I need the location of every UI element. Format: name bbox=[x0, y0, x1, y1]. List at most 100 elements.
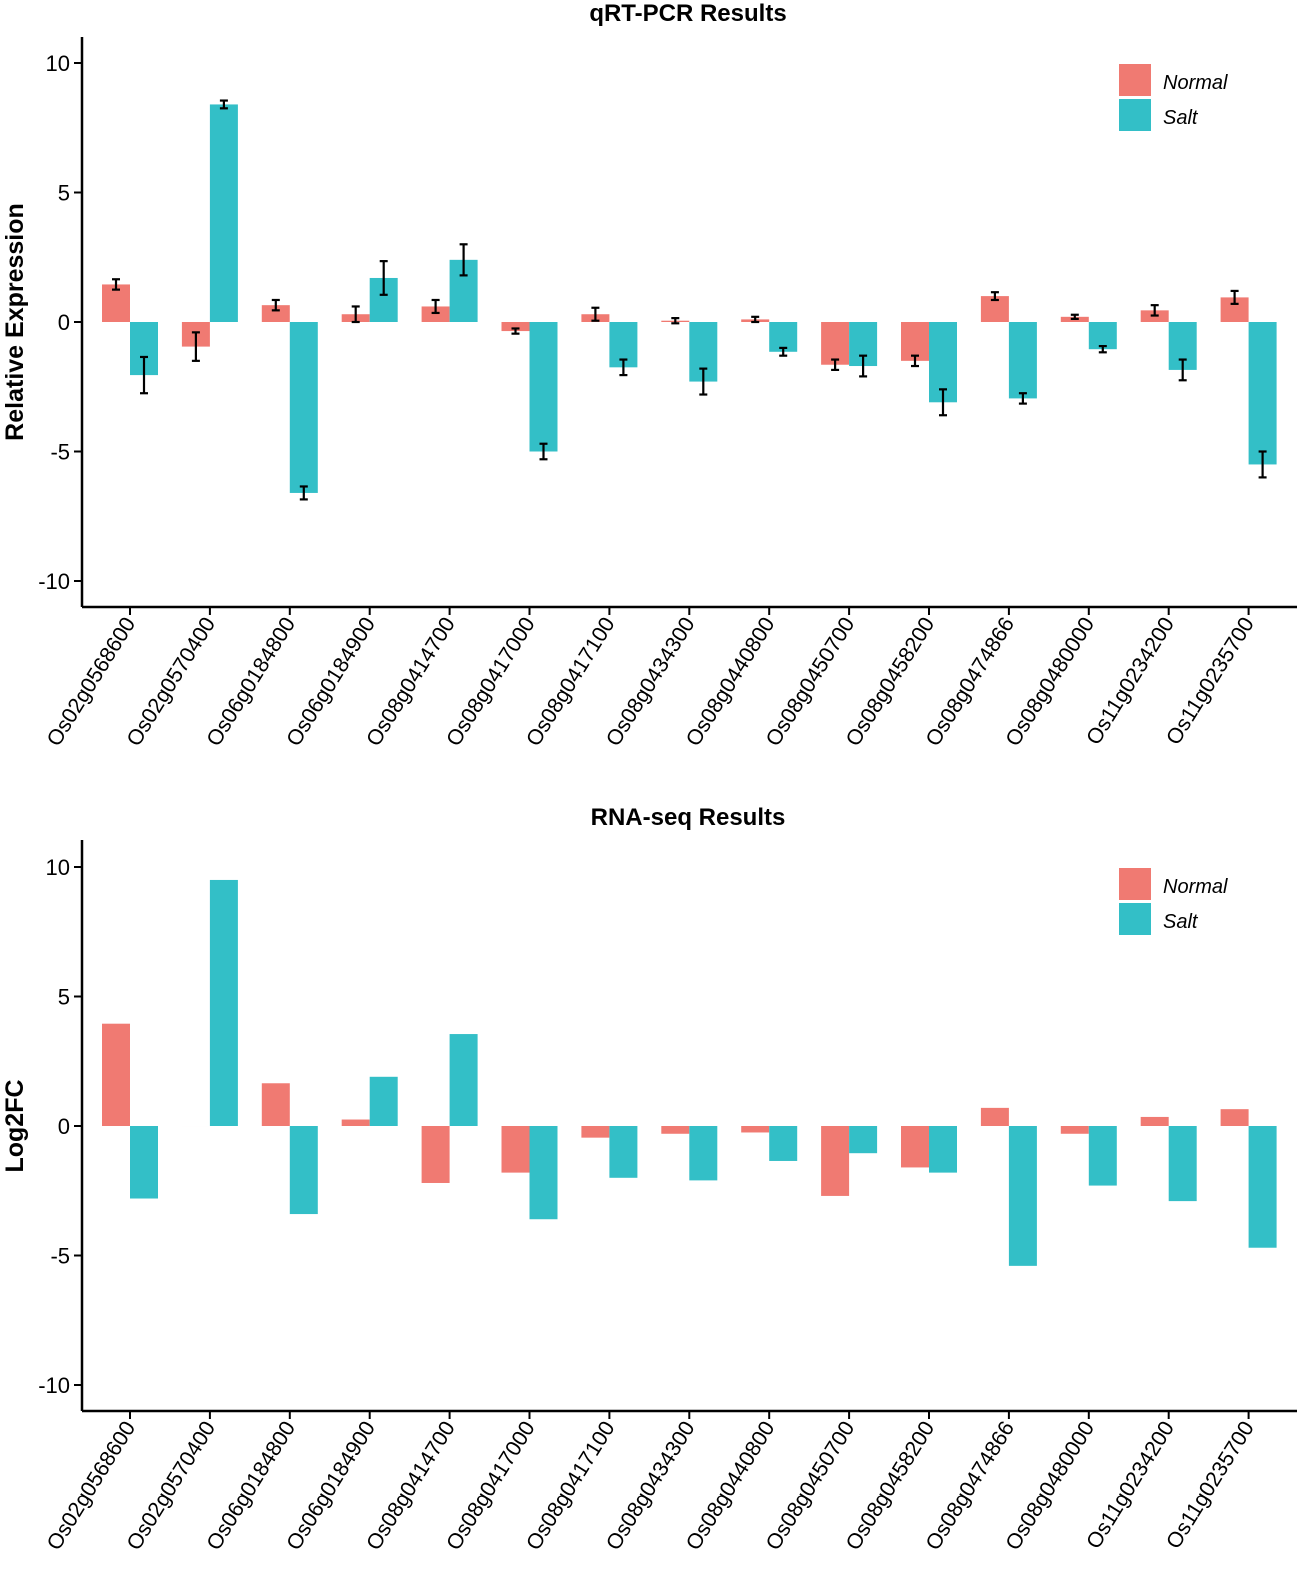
bar-normal bbox=[821, 322, 850, 365]
y-axis-label: Relative Expression bbox=[1, 203, 29, 441]
x-tick-label: Os08g0417000 bbox=[441, 1417, 539, 1554]
y-ticks: 10 5 0 -5 -10 bbox=[38, 51, 82, 594]
x-tick-label: Os11g0235700 bbox=[1161, 1417, 1258, 1553]
qrt-pcr-panel: qRT-PCR Results Relative Expression 10 5 0… bbox=[1, 0, 1297, 750]
legend-label-normal: Normal bbox=[1163, 72, 1228, 94]
x-tick-label: Os08g0414700 bbox=[362, 613, 460, 750]
bar-salt bbox=[609, 1126, 638, 1178]
x-tick-label: Os08g0417100 bbox=[521, 613, 619, 750]
bar-normal bbox=[261, 1083, 290, 1126]
error-bar bbox=[1230, 289, 1239, 305]
x-tick-label: Os06g0184900 bbox=[282, 613, 380, 750]
error-bar bbox=[671, 317, 680, 325]
error-bar bbox=[539, 442, 548, 461]
y-tick-label: 0 bbox=[58, 1114, 70, 1139]
legend: Normal Salt bbox=[1119, 868, 1228, 935]
y-ticks: 10 5 0 -5 -10 bbox=[38, 855, 82, 1398]
bar-normal bbox=[261, 305, 290, 322]
bar-salt bbox=[1248, 1126, 1277, 1248]
bar-normal bbox=[421, 306, 450, 322]
bar-normal bbox=[341, 1119, 370, 1126]
bar-salt bbox=[1248, 322, 1277, 465]
bar-normal bbox=[501, 322, 530, 332]
bar-normal bbox=[821, 1126, 850, 1196]
x-tick-label: Os02g0570400 bbox=[122, 1417, 220, 1554]
bar-salt bbox=[849, 1126, 878, 1154]
y-tick-label: -5 bbox=[50, 1244, 70, 1269]
legend-label-salt: Salt bbox=[1163, 107, 1199, 129]
y-tick-label: 10 bbox=[46, 51, 70, 76]
bar-normal bbox=[901, 322, 929, 361]
error-bar bbox=[431, 298, 440, 315]
legend-swatch-normal bbox=[1119, 868, 1151, 900]
error-bar bbox=[751, 315, 760, 324]
bar-salt bbox=[769, 1126, 798, 1161]
error-bar bbox=[1178, 358, 1187, 382]
x-tick-label: Os06g0184800 bbox=[202, 1417, 300, 1554]
legend: Normal Salt bbox=[1119, 64, 1228, 131]
x-tick-label: Os08g0440800 bbox=[681, 1417, 779, 1554]
error-bar bbox=[299, 485, 308, 501]
y-tick-label: -10 bbox=[38, 569, 70, 594]
error-bar bbox=[1098, 344, 1107, 354]
legend-label-normal: Normal bbox=[1163, 876, 1228, 898]
legend-swatch-salt bbox=[1119, 903, 1151, 935]
y-tick-label: 5 bbox=[58, 181, 70, 206]
x-tick-label: Os11g0235700 bbox=[1161, 613, 1258, 749]
error-bar bbox=[219, 99, 228, 110]
bar-salt bbox=[1168, 1126, 1197, 1202]
bar-salt bbox=[1088, 322, 1117, 350]
x-tick-label: Os08g0474866 bbox=[921, 613, 1019, 750]
bar-normal bbox=[1060, 1126, 1089, 1134]
bar-normal bbox=[1220, 1109, 1249, 1126]
bar-normal bbox=[901, 1126, 929, 1168]
x-tick-label: Os08g0474866 bbox=[921, 1417, 1019, 1554]
y-axis-label: Log2FC bbox=[1, 1079, 29, 1172]
error-bar bbox=[939, 388, 947, 417]
error-bar bbox=[1018, 392, 1027, 405]
x-tick-label: Os08g0450700 bbox=[761, 613, 859, 750]
error-bar bbox=[619, 358, 628, 377]
error-bar bbox=[1070, 313, 1079, 320]
y-tick-label: 10 bbox=[46, 855, 70, 880]
bar-salt bbox=[209, 104, 238, 322]
bar-normal bbox=[421, 1126, 450, 1183]
x-tick-label: Os06g0184900 bbox=[282, 1417, 380, 1554]
x-tick-label: Os08g0434300 bbox=[601, 613, 699, 750]
x-tick-labels: Os02g0568600Os02g0570400Os06g0184800Os06… bbox=[42, 607, 1259, 750]
y-tick-label: 5 bbox=[58, 985, 70, 1010]
bars bbox=[102, 879, 1277, 1266]
error-bar bbox=[591, 306, 600, 322]
error-bar bbox=[140, 355, 148, 395]
bar-salt bbox=[369, 1076, 398, 1126]
x-tick-labels: Os02g0568600Os02g0570400Os06g0184800Os06… bbox=[42, 1411, 1259, 1554]
x-tick-label: Os08g0414700 bbox=[362, 1417, 460, 1554]
error-bar bbox=[379, 260, 388, 296]
x-tick-label: Os02g0570400 bbox=[122, 613, 220, 750]
x-tick-label: Os08g0458200 bbox=[841, 1417, 939, 1554]
bar-salt bbox=[929, 1126, 957, 1173]
bars bbox=[102, 104, 1277, 493]
bar-normal bbox=[501, 1126, 530, 1173]
error-bar bbox=[511, 327, 520, 335]
error-bar bbox=[859, 354, 868, 378]
bar-salt bbox=[529, 1126, 558, 1220]
bar-normal bbox=[1140, 1116, 1169, 1126]
bar-salt bbox=[529, 322, 558, 452]
x-tick-label: Os08g0434300 bbox=[601, 1417, 699, 1554]
bar-normal bbox=[102, 1023, 130, 1126]
chart-title: RNA-seq Results bbox=[591, 804, 786, 831]
x-tick-label: Os08g0417000 bbox=[441, 613, 539, 750]
error-bar bbox=[351, 305, 360, 324]
x-tick-label: Os08g0450700 bbox=[761, 1417, 859, 1554]
x-tick-label: Os08g0440800 bbox=[681, 613, 779, 750]
bar-normal bbox=[741, 1126, 770, 1133]
error-bars bbox=[112, 99, 1267, 501]
legend-label-salt: Salt bbox=[1163, 911, 1199, 933]
y-tick-label: -10 bbox=[38, 1373, 70, 1398]
error-bar bbox=[699, 367, 708, 396]
bar-salt bbox=[1088, 1126, 1117, 1186]
x-tick-label: Os11g0234200 bbox=[1082, 613, 1179, 749]
bar-salt bbox=[449, 1034, 478, 1126]
